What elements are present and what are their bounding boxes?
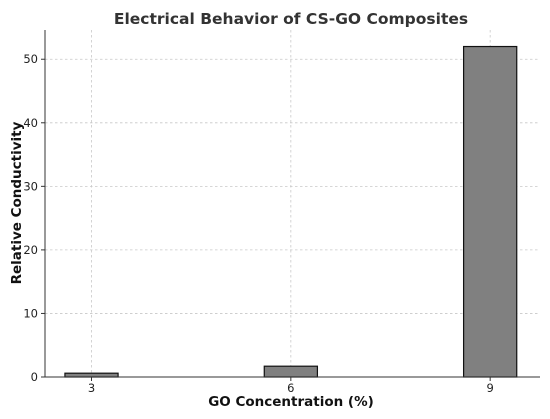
chart-title: Electrical Behavior of CS-GO Composites — [114, 10, 468, 28]
x-axis-label: GO Concentration (%) — [208, 394, 374, 410]
x-tick-label: 9 — [487, 381, 494, 395]
x-tick-label: 6 — [287, 381, 294, 395]
y-tick-label: 30 — [23, 179, 38, 193]
y-tick-label: 20 — [23, 243, 38, 257]
bar-9 — [462, 45, 518, 378]
bar-3 — [64, 372, 119, 378]
y-tick-label: 40 — [23, 116, 38, 130]
y-tick-label: 10 — [23, 306, 38, 320]
axes — [41, 30, 540, 381]
tick-labels: 0 10 20 30 40 50 3 6 9 — [23, 52, 493, 395]
y-tick-label: 0 — [31, 370, 38, 384]
y-tick-label: 50 — [23, 52, 38, 66]
y-axis-label: Relative Conductivity — [9, 121, 25, 284]
x-tick-label: 3 — [88, 381, 95, 395]
bar-6 — [263, 365, 319, 378]
